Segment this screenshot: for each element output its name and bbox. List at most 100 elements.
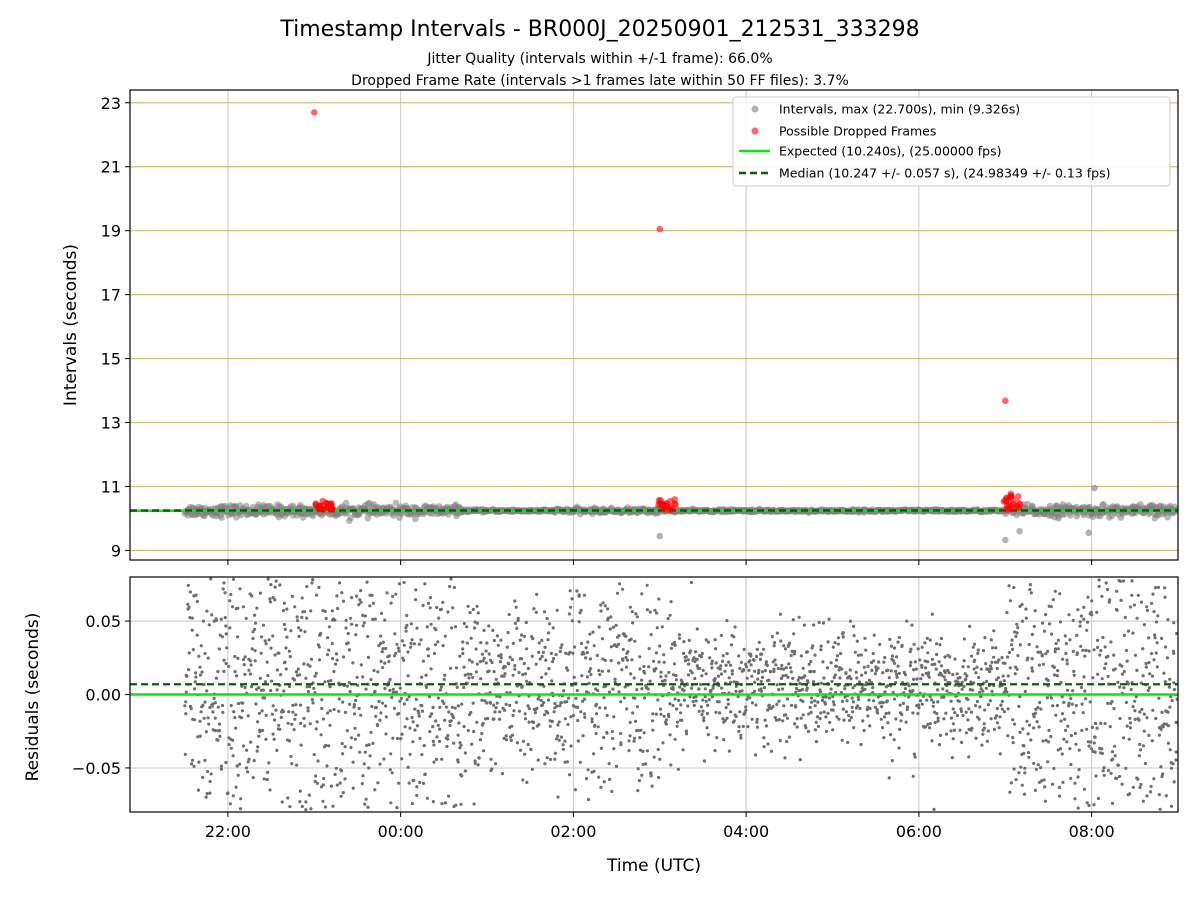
residual-point xyxy=(897,635,901,640)
residual-point xyxy=(673,643,677,647)
residual-point xyxy=(970,726,974,730)
residual-point xyxy=(250,647,254,651)
residual-point xyxy=(294,670,299,674)
residual-point xyxy=(540,638,544,643)
residual-point xyxy=(725,652,729,656)
residual-point xyxy=(659,670,663,674)
residual-point xyxy=(741,724,745,729)
residual-point xyxy=(858,706,862,711)
residual-point xyxy=(431,705,435,710)
residual-point xyxy=(934,667,938,671)
residual-point xyxy=(263,680,267,684)
residual-point xyxy=(392,706,396,710)
residual-point xyxy=(678,685,682,689)
residual-point xyxy=(1104,662,1108,666)
residual-point xyxy=(912,677,916,682)
residual-point xyxy=(948,655,952,659)
residual-point xyxy=(1150,674,1154,678)
residual-point xyxy=(1082,617,1086,621)
residual-point xyxy=(1015,622,1019,626)
residual-point xyxy=(1044,652,1048,656)
residual-point xyxy=(682,640,686,644)
residual-point xyxy=(983,708,987,712)
residual-point xyxy=(286,796,290,800)
residual-point xyxy=(513,621,518,626)
residual-point xyxy=(524,679,529,683)
residual-point xyxy=(321,717,325,721)
residual-point xyxy=(357,706,361,711)
residual-point xyxy=(451,715,455,720)
residual-point xyxy=(772,644,776,648)
legend-label-expected: Expected (10.240s), (25.00000 fps) xyxy=(779,144,1001,159)
residual-point xyxy=(373,617,377,621)
residual-point xyxy=(977,675,981,680)
residual-point xyxy=(254,702,258,706)
residual-point xyxy=(671,703,675,708)
residual-point xyxy=(563,739,567,743)
residual-point xyxy=(535,706,539,711)
residual-point xyxy=(932,700,936,704)
residual-point xyxy=(719,672,724,676)
residual-point xyxy=(339,794,343,798)
residual-point xyxy=(855,676,859,680)
residual-point xyxy=(792,632,796,636)
residual-point xyxy=(945,689,949,693)
residual-point xyxy=(529,747,533,752)
residual-point xyxy=(848,718,852,723)
residual-point xyxy=(1032,761,1036,766)
residual-point xyxy=(941,687,945,691)
residual-point xyxy=(500,772,505,776)
residual-point xyxy=(852,726,856,730)
bottom-ytick-label: 0.05 xyxy=(85,612,121,631)
residual-point xyxy=(688,695,692,699)
residual-point xyxy=(981,689,985,693)
residual-point xyxy=(1145,605,1149,609)
residual-point xyxy=(497,654,501,658)
residual-point xyxy=(971,688,975,692)
residual-point xyxy=(1011,741,1015,745)
residual-point xyxy=(908,689,912,693)
residual-point xyxy=(677,636,682,640)
residual-point xyxy=(1103,645,1107,649)
residual-point xyxy=(1006,734,1010,738)
residual-point xyxy=(258,676,262,680)
residual-point xyxy=(1143,761,1147,766)
residual-point xyxy=(791,618,795,622)
residual-point xyxy=(723,669,727,673)
residual-point xyxy=(253,621,258,625)
residual-point xyxy=(636,767,640,771)
residual-point xyxy=(928,722,932,726)
residual-point xyxy=(508,655,512,659)
residual-point xyxy=(402,658,406,662)
residual-point xyxy=(642,664,646,669)
residual-point xyxy=(473,759,477,763)
residual-point xyxy=(410,638,414,642)
residual-point xyxy=(527,707,531,711)
residual-point xyxy=(359,589,363,593)
residual-point xyxy=(767,703,771,707)
residual-point xyxy=(1129,687,1133,692)
residual-point xyxy=(1132,603,1136,607)
residual-point xyxy=(300,804,304,809)
residual-point xyxy=(1008,790,1012,794)
residual-point xyxy=(1162,722,1166,726)
residual-point xyxy=(337,581,342,585)
residual-point xyxy=(297,634,301,639)
residual-point xyxy=(785,697,790,701)
residual-point xyxy=(1006,655,1010,659)
residual-point xyxy=(805,650,810,654)
residual-point xyxy=(1069,697,1073,701)
residual-point xyxy=(1040,779,1044,783)
residual-point xyxy=(691,700,695,704)
residual-point xyxy=(1151,592,1155,596)
residual-point xyxy=(269,679,274,683)
residual-point xyxy=(966,718,970,722)
residual-point xyxy=(277,651,281,655)
residual-point xyxy=(890,654,895,658)
residual-point xyxy=(526,666,531,671)
residual-point xyxy=(278,727,282,731)
residual-point xyxy=(495,701,499,705)
residual-point xyxy=(1057,794,1062,798)
residual-point xyxy=(227,664,231,669)
residual-point xyxy=(379,611,384,616)
